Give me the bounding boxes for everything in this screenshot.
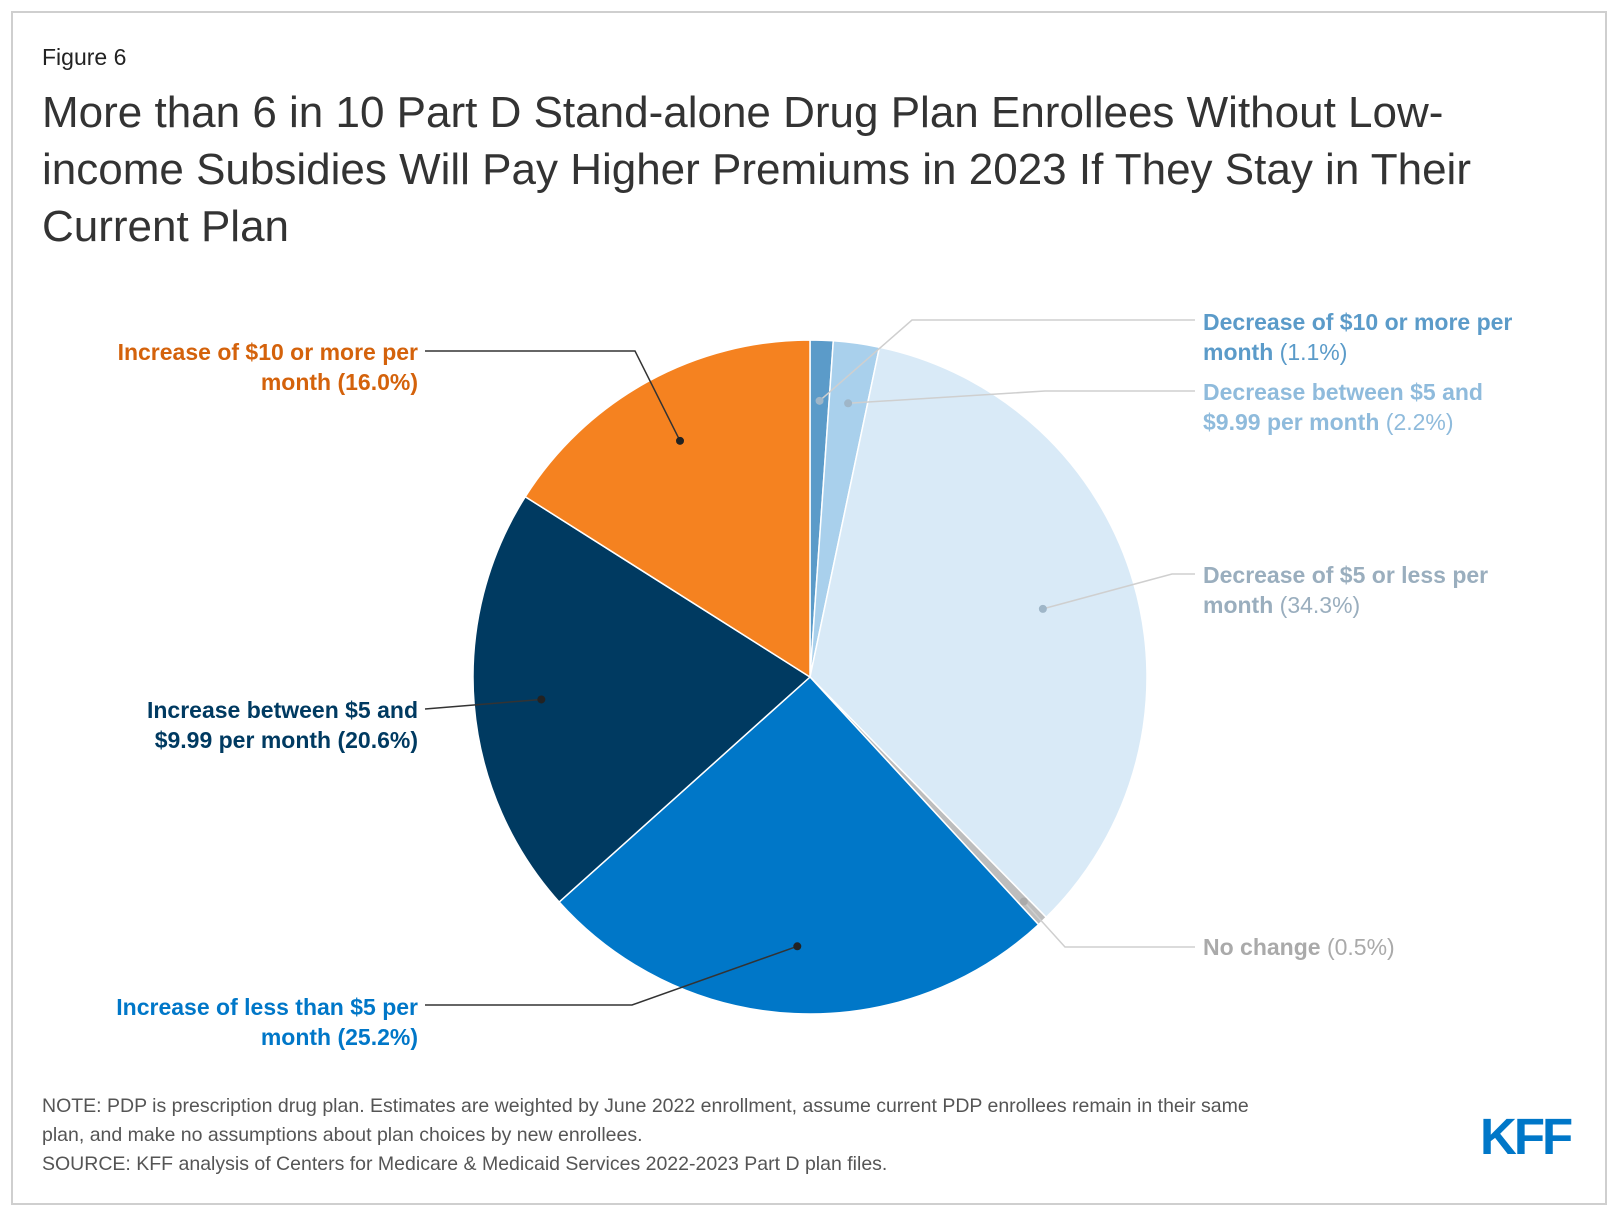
- chart-notes: NOTE: PDP is prescription drug plan. Est…: [42, 1092, 1432, 1179]
- label-decrease-less-pct: (34.3%): [1279, 592, 1361, 618]
- note-line-1: NOTE: PDP is prescription drug plan. Est…: [42, 1095, 1249, 1117]
- figure-frame: [11, 11, 1607, 1205]
- note-line-2: plan, and make no assumptions about plan…: [42, 1124, 643, 1146]
- label-increase-less-than-5: Increase of less than $5 per month (25.2…: [116, 992, 418, 1052]
- label-no-change-pct: (0.5%): [1326, 934, 1395, 960]
- kff-logo-text: KFF: [1480, 1114, 1572, 1156]
- leader-line-increase-5-to-999: [424, 698, 542, 710]
- label-decrease-10-line2: month: [1203, 339, 1274, 365]
- label-decrease-5-or-less: Decrease of $5 or less per month (34.3%): [1203, 560, 1488, 620]
- leader-dot-no-change: [1019, 897, 1028, 906]
- leader-line-decrease-5-or-less: [1042, 573, 1195, 610]
- leader-dot-increase-10-or-more: [676, 436, 685, 445]
- leader-line-no-change: [1023, 901, 1195, 948]
- label-decrease-5-line2: $9.99 per month: [1203, 409, 1380, 435]
- figure-label: Figure 6: [42, 44, 127, 70]
- label-decrease-5-to-999: Decrease between $5 and $9.99 per month …: [1203, 377, 1483, 437]
- label-decrease-10-line1: Decrease of $10 or more per: [1203, 309, 1513, 335]
- label-increase-10-line2: month (16.0%): [260, 369, 418, 395]
- label-decrease-10-pct: (1.1%): [1279, 339, 1348, 365]
- label-decrease-5-pct: (2.2%): [1385, 409, 1454, 435]
- leader-dot-decrease-10-or-more: [815, 396, 824, 405]
- label-no-change-text: No change: [1203, 934, 1321, 960]
- label-decrease-less-line2: month: [1203, 592, 1274, 618]
- label-increase-5-to-999: Increase between $5 and $9.99 per month …: [147, 695, 418, 755]
- chart-title: More than 6 in 10 Part D Stand-alone Dru…: [42, 88, 1471, 251]
- label-increase-less-line1: Increase of less than $5 per: [116, 994, 418, 1020]
- label-increase-10-or-more: Increase of $10 or more per month (16.0%…: [118, 337, 418, 397]
- leader-dot-decrease-5-or-less: [1038, 604, 1047, 613]
- label-increase-5-line2: $9.99 per month (20.6%): [154, 727, 418, 753]
- leader-line-decrease-10-or-more: [819, 319, 1195, 402]
- leader-line-increase-10-or-more: [425, 350, 681, 442]
- leader-dot-increase-5-to-999: [537, 695, 546, 704]
- kff-logo: KFF: [1480, 1114, 1575, 1156]
- label-decrease-5-line1: Decrease between $5 and: [1203, 379, 1483, 405]
- label-increase-5-line1: Increase between $5 and: [146, 697, 418, 723]
- source-line: SOURCE: KFF analysis of Centers for Medi…: [42, 1153, 888, 1175]
- label-no-change: No change (0.5%): [1203, 932, 1395, 962]
- leader-dot-decrease-5-to-999: [844, 399, 853, 408]
- slice-decrease-5-or-less: [809, 346, 1148, 919]
- label-decrease-less-line1: Decrease of $5 or less per: [1203, 562, 1489, 588]
- leader-line-increase-less-than-5: [425, 945, 798, 1006]
- label-decrease-10-or-more: Decrease of $10 or more per month (1.1%): [1203, 307, 1512, 367]
- slice-increase-10-or-more: [524, 339, 811, 679]
- leader-line-decrease-5-to-999: [848, 390, 1195, 405]
- leader-dot-increase-less-than-5: [793, 942, 802, 951]
- label-increase-less-line2: month (25.2%): [260, 1024, 418, 1050]
- label-increase-10-line1: Increase of $10 or more per: [117, 339, 418, 365]
- slice-increase-less-than-5: [558, 675, 1040, 1015]
